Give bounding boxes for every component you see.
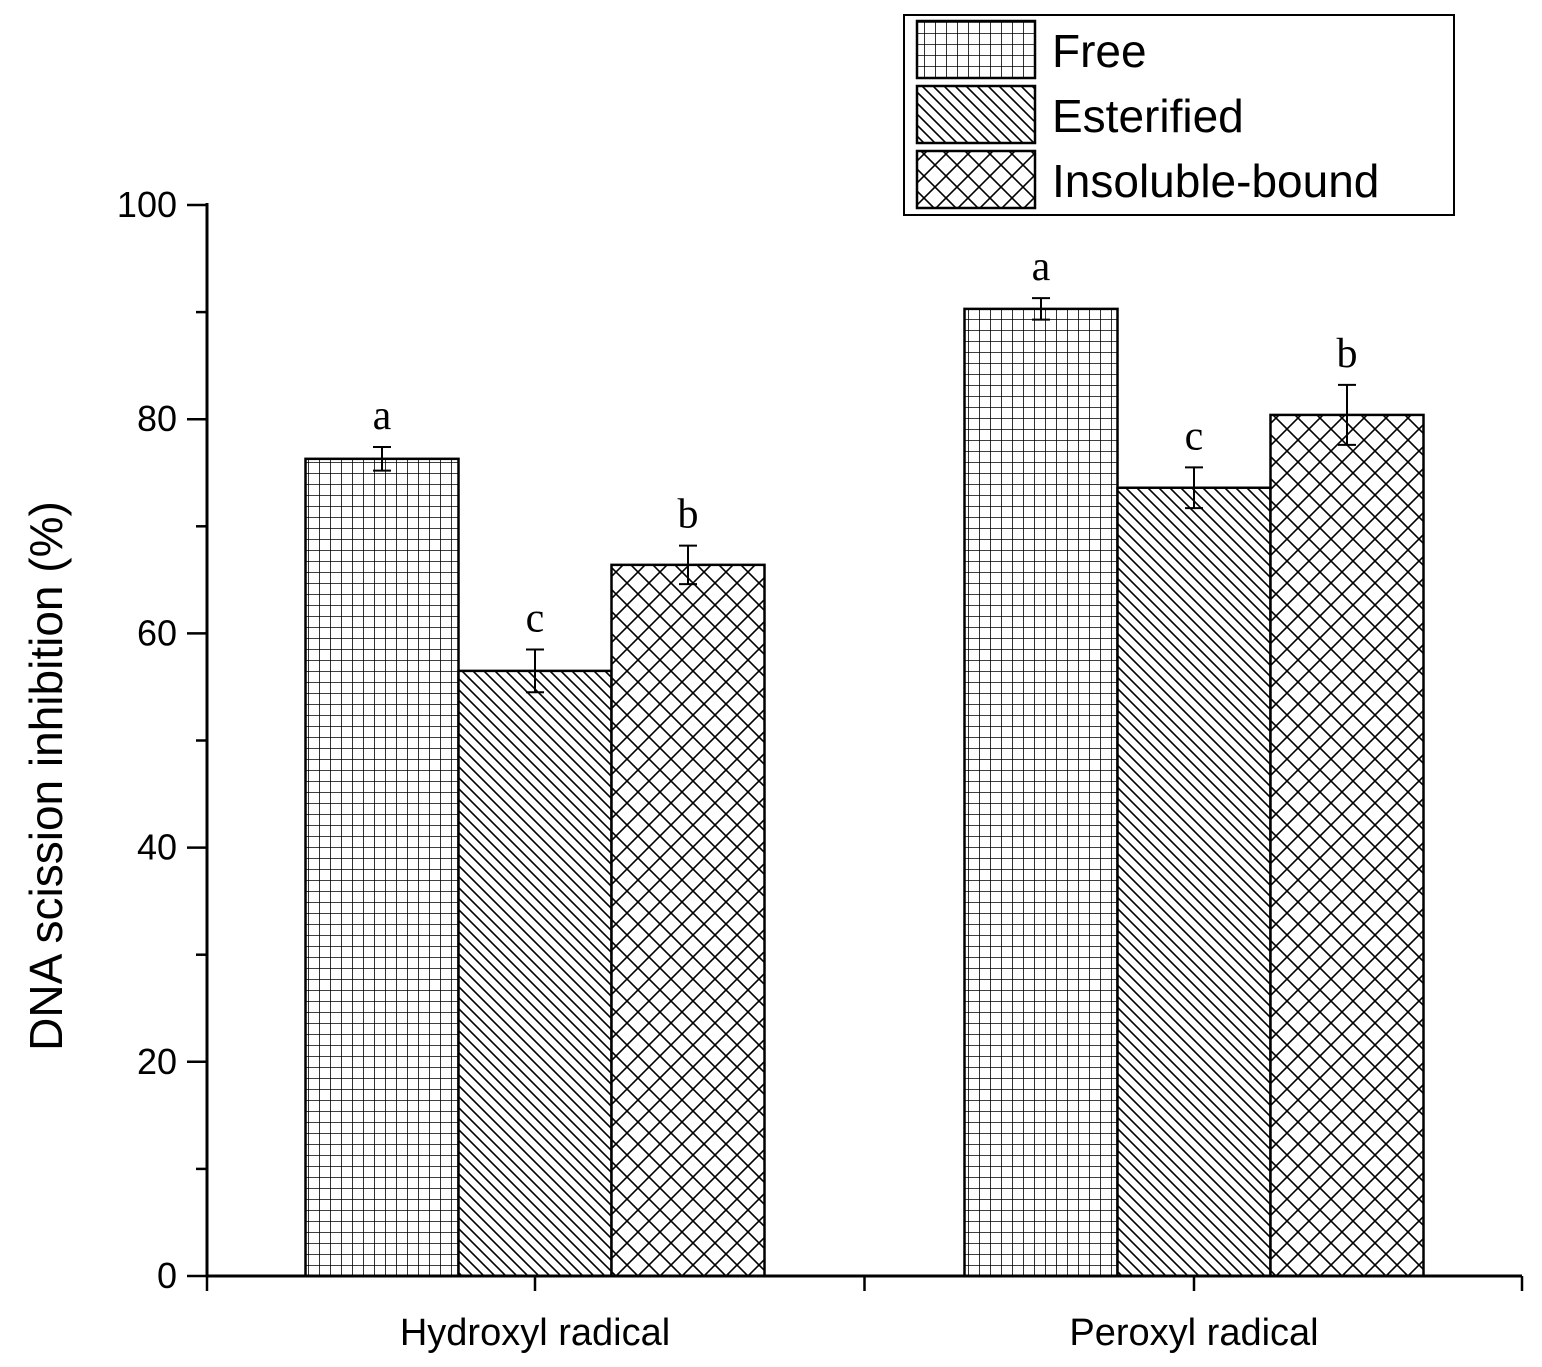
y-tick-label: 80 (137, 398, 177, 439)
y-axis-title: DNA scission inhibition (%) (20, 501, 72, 1051)
significance-letter: a (1032, 244, 1051, 290)
significance-letter: a (373, 393, 392, 439)
significance-letter: b (678, 492, 699, 538)
y-tick-label: 20 (137, 1041, 177, 1082)
bar (304, 457, 460, 1278)
legend-swatch (915, 19, 1037, 80)
legend: Free Esterified Insoluble-bound (903, 14, 1455, 216)
legend-label: Insoluble-bound (1052, 155, 1379, 207)
bar (610, 563, 766, 1278)
x-category-label: Hydroxyl radical (400, 1312, 670, 1354)
legend-label: Free (1052, 25, 1147, 77)
bar (963, 307, 1119, 1278)
bars-layer: a a c c b b (304, 244, 1425, 1278)
x-category-label: Peroxyl radical (1069, 1312, 1318, 1354)
legend-swatch (915, 84, 1037, 145)
y-tick-label: 100 (117, 184, 177, 225)
legend-label: Esterified (1052, 90, 1244, 142)
significance-letter: b (1337, 331, 1358, 377)
y-tick-label: 0 (157, 1255, 177, 1296)
axes-layer: 0 20 40 60 80 100 Hydroxyl radical Peroxyl radi… (117, 184, 1524, 1354)
y-tick-label: 60 (137, 612, 177, 653)
significance-letter: c (1185, 413, 1204, 459)
bar (457, 669, 613, 1278)
y-tick-label: 40 (137, 827, 177, 868)
significance-letter: c (526, 595, 545, 641)
bar (1116, 486, 1272, 1278)
bar (1269, 413, 1425, 1278)
legend-swatch (915, 149, 1037, 210)
